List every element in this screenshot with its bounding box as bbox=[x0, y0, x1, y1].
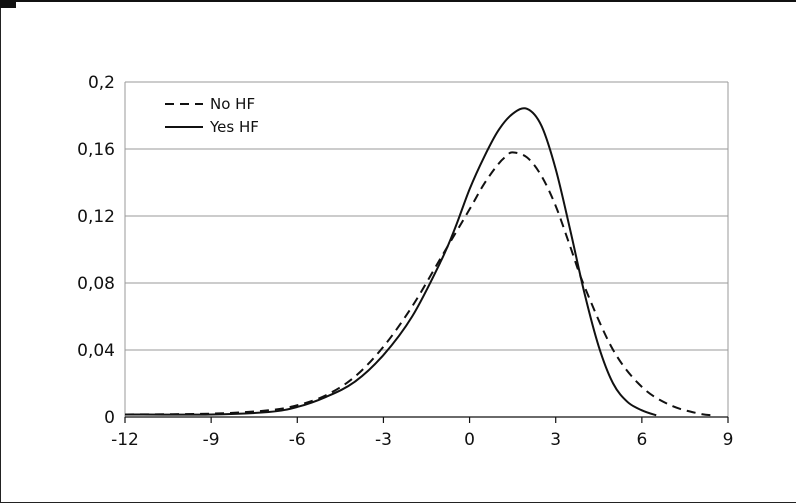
series-line-yes-hf bbox=[124, 107, 657, 417]
axes bbox=[124, 82, 729, 418]
x-tick-label-3: -3 bbox=[375, 430, 392, 450]
y-tick-label-2: 0,08 bbox=[77, 274, 115, 294]
series-line-no-hf bbox=[124, 151, 714, 417]
series-lines bbox=[124, 107, 714, 417]
y-axis-ticks: 0 0,04 0,08 0,12 0,16 0,2 bbox=[77, 73, 115, 428]
legend-label-yes-hf: Yes HF bbox=[209, 118, 259, 136]
corner-mark bbox=[0, 0, 16, 8]
x-tick-label-6: 6 bbox=[636, 430, 647, 450]
x-tick-label-0: -12 bbox=[111, 430, 139, 450]
y-tick-label-0: 0 bbox=[104, 408, 115, 428]
y-tick-label-3: 0,12 bbox=[77, 207, 115, 227]
legend: No HF Yes HF bbox=[165, 95, 259, 136]
y-tick-label-1: 0,04 bbox=[77, 341, 115, 361]
x-tick-label-5: 3 bbox=[550, 430, 561, 450]
x-tick-label-4: 0 bbox=[464, 430, 475, 450]
x-tick-label-2: -6 bbox=[289, 430, 306, 450]
y-tick-label-4: 0,16 bbox=[77, 140, 115, 160]
x-axis-ticks: -12 -9 -6 -3 0 3 6 9 bbox=[111, 417, 733, 450]
x-tick-label-7: 9 bbox=[723, 430, 734, 450]
y-tick-label-5: 0,2 bbox=[88, 73, 115, 93]
grid-lines bbox=[125, 81, 728, 351]
top-rule bbox=[16, 0, 796, 2]
x-tick-label-1: -9 bbox=[203, 430, 220, 450]
legend-label-no-hf: No HF bbox=[210, 95, 255, 113]
